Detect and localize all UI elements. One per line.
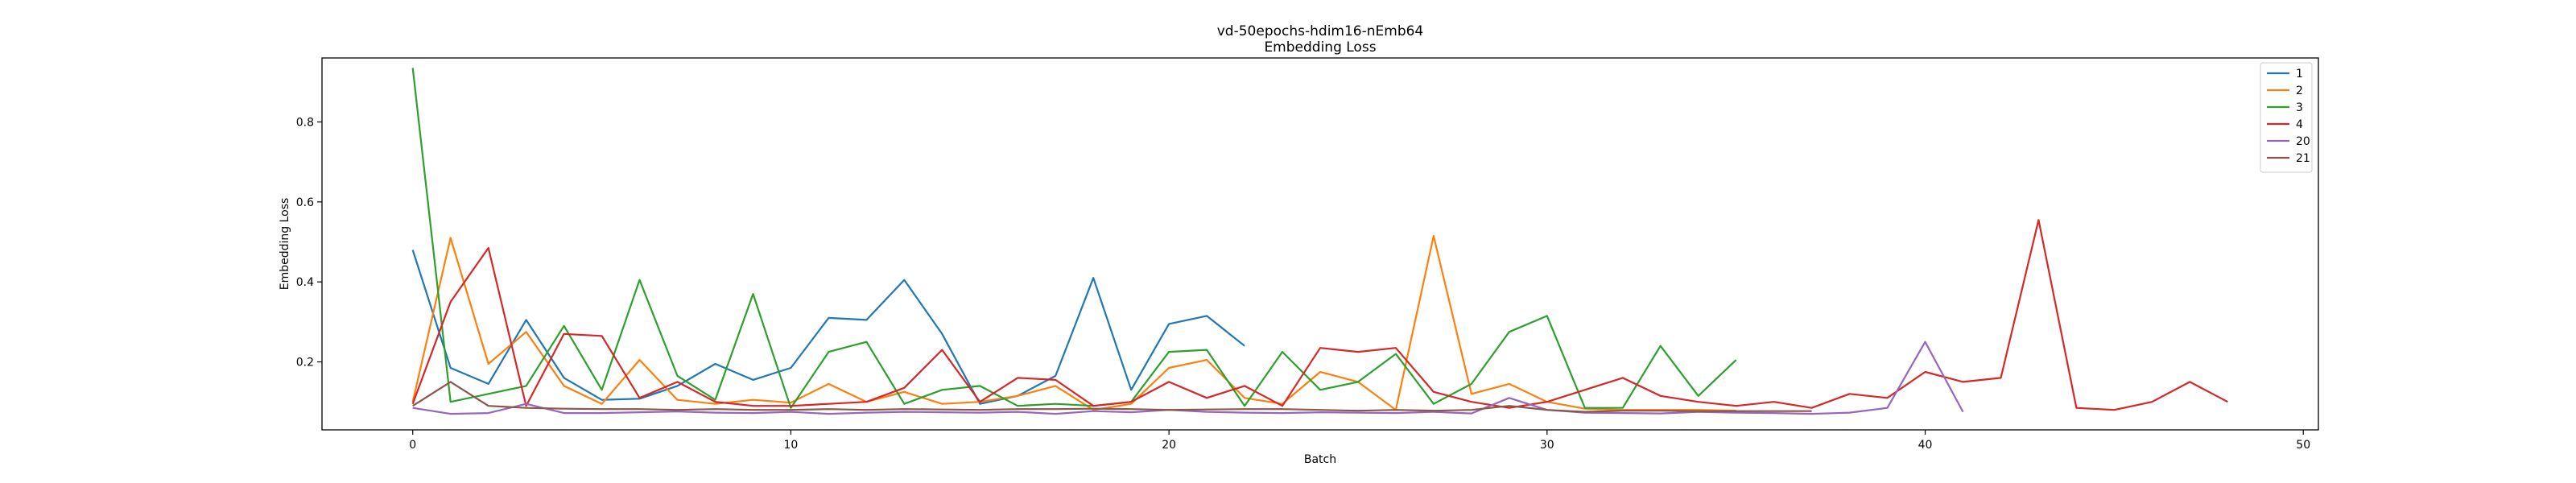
legend-label-2: 2 [2296,85,2303,97]
x-tick-label: 20 [1162,439,1176,452]
chart-title: vd-50epochs-hdim16-nEmb64 [1217,23,1424,39]
chart-subtitle: Embedding Loss [1264,39,1376,56]
y-tick-label: 0.2 [296,357,314,369]
legend-label-20: 20 [2296,135,2310,148]
plot-frame [321,57,2319,431]
y-tick-label: 0.6 [296,196,314,209]
y-tick-label: 0.8 [296,116,314,129]
series-line-4 [411,219,2228,411]
x-axis-label: Batch [1304,453,1336,466]
legend-label-3: 3 [2296,101,2303,114]
legend-label-1: 1 [2296,68,2303,80]
legend-label-21: 21 [2296,152,2310,165]
x-tick-label: 10 [784,439,799,452]
series-line-2 [411,235,1736,412]
series-line-21 [412,381,1812,413]
legend-label-4: 4 [2296,118,2303,131]
y-axis-label: Embedding Loss [279,198,291,291]
series-line-3 [411,68,1737,409]
x-tick-label: 0 [409,439,416,452]
x-tick-label: 50 [2296,439,2310,452]
y-tick-label: 0.4 [296,276,314,289]
x-tick-label: 30 [1540,439,1554,452]
x-tick-label: 40 [1918,439,1933,452]
legend: 1 2 3 4 20 21 [2260,62,2313,173]
plot-area: 0 10 20 30 40 50 0.2 0.4 0.6 0.8 [296,68,2310,452]
